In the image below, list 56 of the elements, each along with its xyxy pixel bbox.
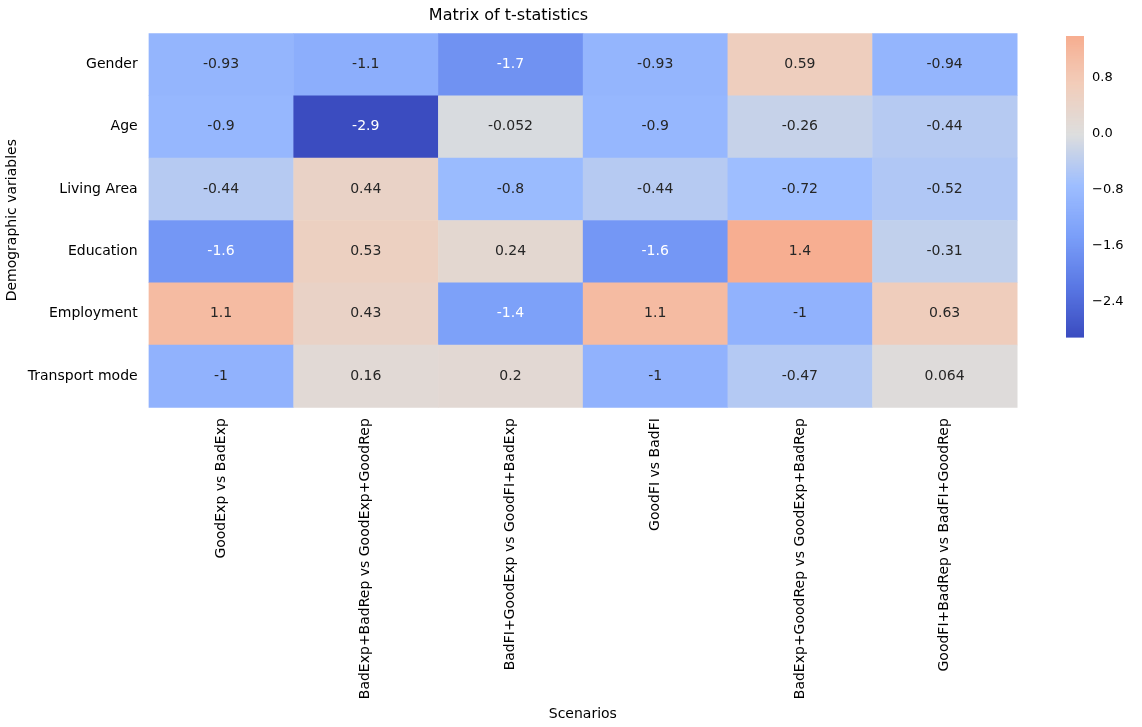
data-label: -0.9 — [641, 117, 669, 134]
x-axis-title: Scenarios — [548, 705, 617, 722]
data-label: -0.052 — [487, 117, 534, 134]
data-label: -1.7 — [496, 55, 525, 71]
data-label: -0.94 — [926, 55, 963, 71]
data-label: -1 — [214, 366, 228, 383]
color-bar-label: −2.4 — [1092, 293, 1124, 309]
data-label: 0.2 — [499, 366, 522, 383]
data-label: 1.1 — [644, 304, 667, 321]
data-label: 0.16 — [350, 366, 382, 383]
data-label: -0.93 — [637, 55, 674, 71]
data-label: -1 — [792, 304, 807, 321]
color-bar-label: 0.8 — [1092, 69, 1113, 85]
data-label: -0.72 — [781, 179, 819, 196]
y-tick-label: Gender — [86, 55, 138, 71]
x-tick-label: GoodExp vs BadExp — [211, 418, 228, 559]
data-label: 1.4 — [788, 241, 812, 258]
data-label: 0.63 — [929, 304, 961, 321]
color-bar-label: −0.8 — [1092, 181, 1124, 197]
y-tick-label: Age — [110, 117, 138, 134]
data-label: 0.24 — [494, 241, 527, 258]
data-label: -1.4 — [496, 304, 525, 321]
color-bar-label: 0.0 — [1092, 125, 1113, 141]
color-bar-label: −1.6 — [1092, 237, 1124, 253]
data-label: 1.1 — [209, 304, 233, 321]
data-label: -0.9 — [207, 117, 235, 134]
y-tick-label: Employment — [48, 304, 139, 321]
x-tick-label: BadExp+GoodRep vs GoodExp+BadRep — [790, 418, 807, 700]
data-label: -1 — [648, 366, 663, 383]
y-axis-title: Demographic variables — [3, 138, 20, 302]
data-label: 0.44 — [350, 179, 382, 196]
data-label: -0.8 — [496, 179, 525, 196]
x-tick-label: BadFI+GoodExp vs GoodFI+BadExp — [501, 418, 518, 671]
data-label: -0.47 — [781, 366, 819, 383]
data-label: -1.1 — [352, 55, 380, 71]
data-label: -1.6 — [641, 241, 669, 258]
data-label: -2.9 — [352, 117, 380, 134]
data-label: -0.93 — [202, 55, 240, 71]
y-tick-label: Education — [67, 241, 138, 258]
y-tick-label: Living Area — [59, 179, 138, 196]
data-label: 0.59 — [784, 55, 816, 71]
data-label: -0.52 — [926, 179, 963, 196]
data-label: -1.6 — [207, 241, 235, 258]
x-tick-label: GoodFI+BadRep vs BadFI+GoodRep — [935, 418, 952, 672]
data-label: -0.26 — [781, 117, 819, 134]
y-tick-label: Transport mode — [26, 366, 138, 383]
data-label: -0.31 — [926, 241, 963, 258]
data-label: -0.44 — [202, 179, 240, 196]
x-tick-label: GoodFI vs BadFI — [645, 418, 662, 531]
x-tick-label: BadExp+BadRep vs GoodExp+GoodRep — [356, 418, 373, 700]
data-label: -0.44 — [926, 117, 963, 134]
data-label: 0.53 — [350, 241, 382, 258]
data-label: 0.064 — [924, 366, 965, 383]
data-label: 0.43 — [350, 304, 382, 321]
chart-title: Matrix of t-statistics — [428, 4, 589, 24]
data-label: -0.44 — [637, 179, 674, 196]
